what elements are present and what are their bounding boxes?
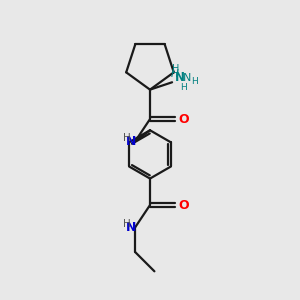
Text: O: O: [178, 112, 189, 126]
Text: H: H: [191, 76, 198, 85]
Text: H: H: [172, 64, 179, 74]
Text: N: N: [125, 221, 136, 234]
Text: N: N: [183, 73, 192, 83]
Text: O: O: [178, 199, 189, 212]
Text: H: H: [123, 133, 131, 142]
Text: N: N: [175, 71, 185, 84]
Text: H: H: [171, 69, 178, 79]
Text: H: H: [123, 219, 131, 229]
Text: H: H: [180, 83, 187, 92]
Text: N: N: [125, 135, 136, 148]
